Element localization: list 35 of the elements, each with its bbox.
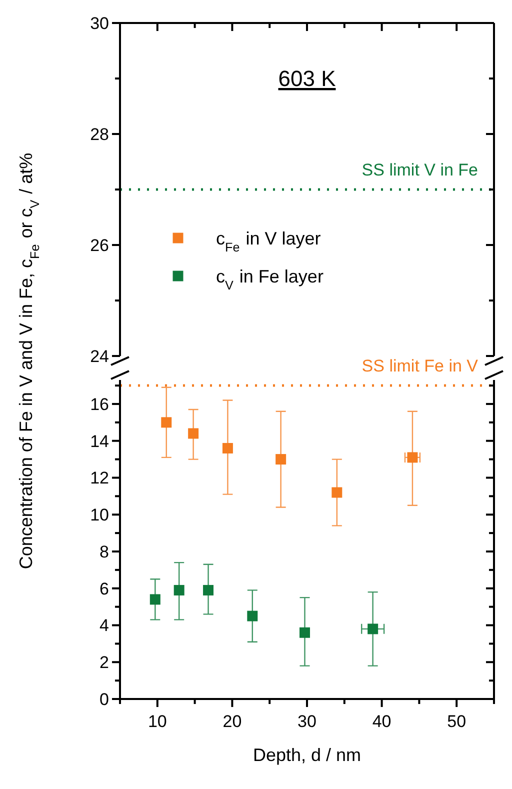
- x-tick-label: 40: [372, 712, 392, 731]
- point: [247, 610, 258, 622]
- y-tick-label: 0: [100, 690, 109, 709]
- y-tick-label: 16: [90, 394, 109, 414]
- legend-label: c$_{V}$ in Fe layer: [216, 266, 324, 292]
- point: [332, 487, 342, 498]
- y-tick-label: 30: [90, 14, 109, 33]
- ref-line-label: SS limit Fe in V: [362, 356, 479, 376]
- x-tick-label: 50: [447, 712, 466, 731]
- y-tick-label: 6: [100, 579, 109, 598]
- y-tick-label: 14: [90, 432, 109, 451]
- point: [203, 584, 214, 596]
- point: [174, 584, 184, 596]
- ref-line-label: SS limit V in Fe: [362, 160, 478, 180]
- y-tick-label: 24: [90, 346, 109, 366]
- point: [188, 428, 199, 439]
- point: [150, 594, 160, 605]
- y-tick-label: 2: [100, 653, 109, 672]
- y-tick-label: 28: [90, 124, 109, 144]
- y-tick-label: 4: [100, 616, 109, 636]
- text: 603 K: [278, 66, 336, 91]
- x-tick-label: 10: [148, 712, 167, 731]
- point: [276, 454, 286, 465]
- x-tick-label: 30: [298, 712, 316, 731]
- x-tick-label: 20: [222, 712, 242, 731]
- legend-label: c$_{Fe}$ in V layer: [216, 228, 321, 254]
- y-tick-label: 10: [90, 506, 109, 525]
- x-axis-title: Depth, d / nm: [252, 745, 362, 765]
- y-tick-label: 8: [100, 542, 109, 562]
- point: [300, 627, 310, 638]
- point: [161, 417, 172, 428]
- y-tick-label: 12: [90, 468, 109, 488]
- y-tick-label: 26: [90, 236, 109, 255]
- point: [222, 442, 233, 454]
- point: [368, 624, 378, 634]
